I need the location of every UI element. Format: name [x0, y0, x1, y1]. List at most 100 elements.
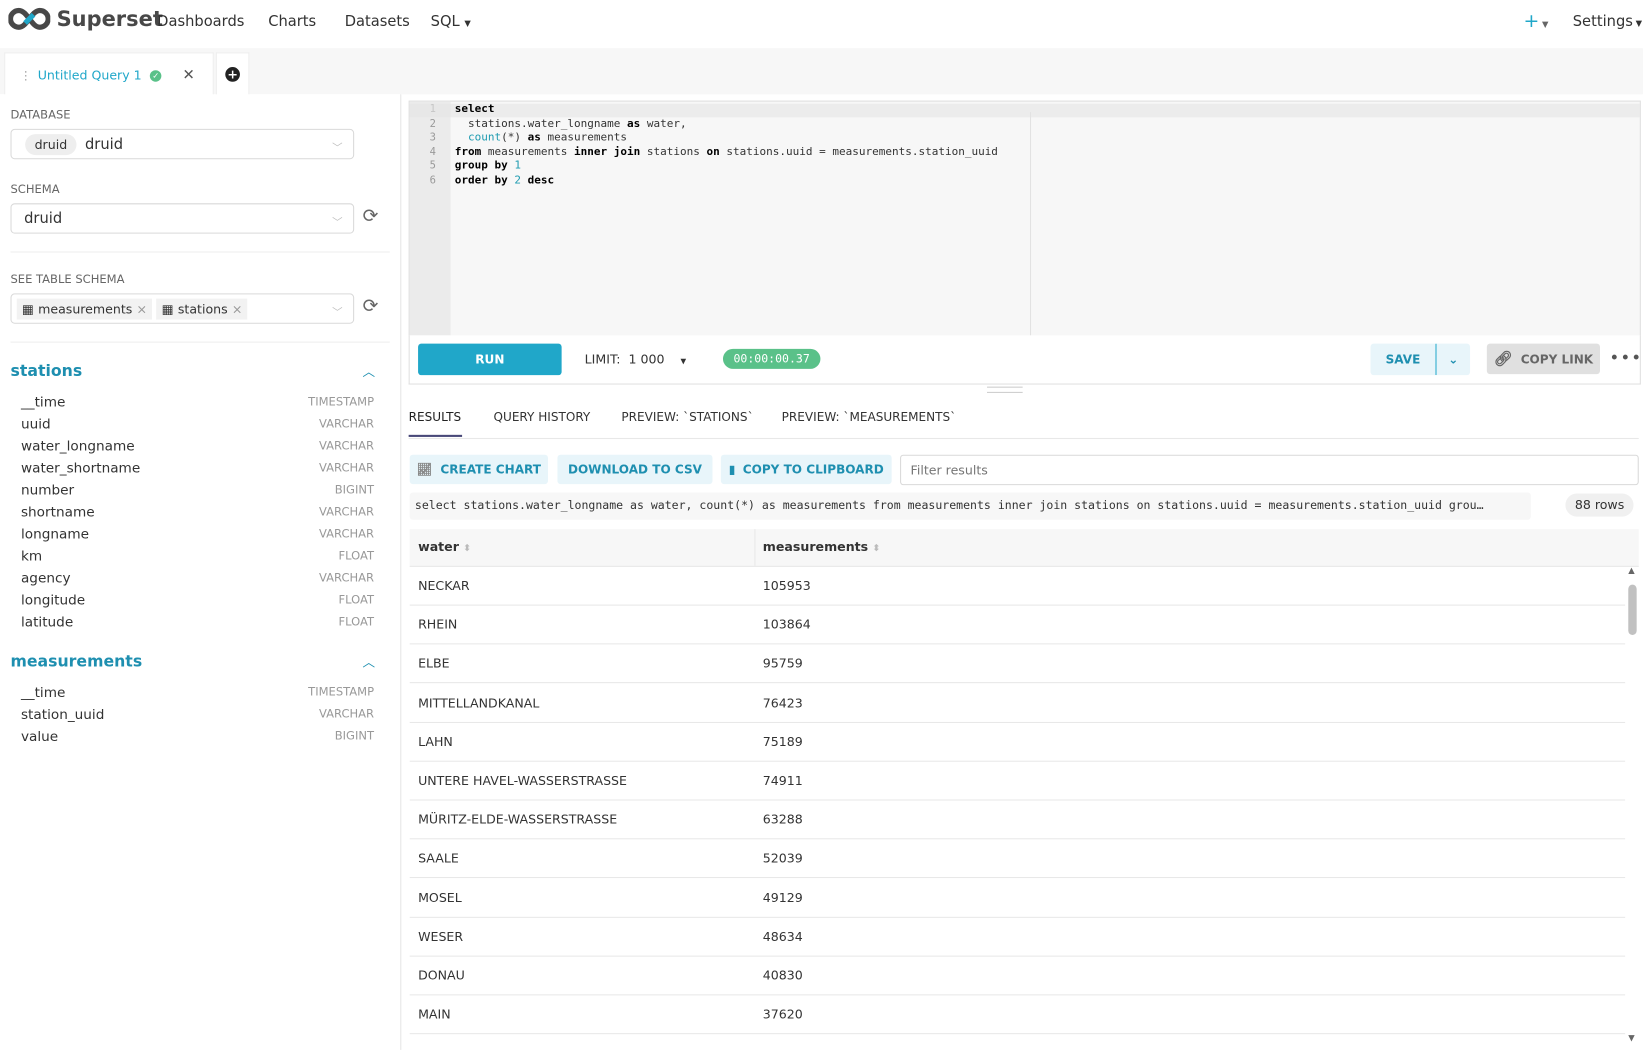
- collapse-icon[interactable]: ︿: [362, 654, 376, 670]
- table-tag-label: measurements: [38, 301, 133, 316]
- schema-value: druid: [24, 210, 63, 227]
- sql-code: select stations.water_longname as water,…: [454, 102, 998, 186]
- scrollbar-thumb[interactable]: [1628, 584, 1637, 635]
- refresh-tables-icon[interactable]: ⟳: [362, 295, 379, 318]
- table-row[interactable]: LAHN 75189: [409, 722, 1626, 762]
- copy-clipboard-button[interactable]: ▮ COPY TO CLIPBOARD: [720, 454, 892, 485]
- column-header-measurements[interactable]: measurements ⬍: [763, 540, 881, 555]
- column-header-water[interactable]: water ⬍: [418, 540, 471, 555]
- column-name: water_shortname: [20, 461, 141, 477]
- column-name: longitude: [20, 593, 86, 609]
- collapse-icon[interactable]: ︿: [362, 364, 376, 380]
- cell-measurements: 105953: [762, 578, 811, 594]
- limit-label: LIMIT:: [584, 352, 621, 367]
- divider: [10, 341, 390, 343]
- create-chart-button[interactable]: 📈︎ CREATE CHART: [409, 454, 548, 485]
- add-tab-button[interactable]: +: [215, 52, 250, 96]
- table-row[interactable]: RHEIN 103864: [409, 605, 1626, 645]
- divider: [10, 251, 390, 253]
- save-options-button[interactable]: ⌄: [1435, 343, 1471, 376]
- database-tag: druid: [25, 133, 77, 155]
- table-row[interactable]: SAALE 52039: [409, 839, 1626, 879]
- close-tab-icon[interactable]: ✕: [182, 67, 195, 84]
- column-type: BIGINT: [334, 729, 375, 743]
- table-schema-stations[interactable]: stations ︿: [10, 360, 377, 380]
- settings-menu[interactable]: Settings ▼: [1573, 14, 1642, 31]
- database-select[interactable]: druid druid ﹀: [10, 128, 355, 160]
- cell-water: LAHN: [418, 734, 453, 749]
- query-tab-bar: [0, 48, 1643, 95]
- results-scrollbar[interactable]: ▲ ▼: [1626, 566, 1641, 1048]
- plus-menu[interactable]: + ▼: [1524, 10, 1549, 32]
- table-icon: ▦: [161, 301, 174, 316]
- chevron-down-icon: ﹀: [332, 216, 343, 229]
- column-type: VARCHAR: [318, 505, 375, 519]
- schema-label: SCHEMA: [10, 182, 60, 196]
- table-name: measurements: [10, 651, 143, 671]
- scroll-up-icon[interactable]: ▲: [1628, 565, 1635, 576]
- cell-measurements: 63288: [762, 812, 803, 827]
- run-button[interactable]: RUN: [418, 343, 562, 376]
- cell-water: UNTERE HAVEL-WASSERSTRASSE: [418, 773, 627, 788]
- clipboard-icon: ▮: [728, 462, 736, 477]
- schema-select[interactable]: druid ﹀: [10, 203, 355, 234]
- table-row[interactable]: MÜRITZ-ELDE-WASSERSTRASSE 63288: [409, 800, 1626, 840]
- cell-water: MÜRITZ-ELDE-WASSERSTRASSE: [418, 812, 618, 827]
- more-options-icon[interactable]: •••: [1609, 347, 1643, 368]
- limit-dropdown[interactable]: LIMIT: 1 000 ▼: [585, 352, 686, 367]
- sql-editor[interactable]: 123456 select stations.water_longname as…: [408, 100, 1641, 338]
- nav-charts[interactable]: Charts: [268, 13, 317, 31]
- column-item: km FLOAT: [21, 549, 374, 565]
- tab-query-history[interactable]: QUERY HISTORY: [493, 409, 591, 425]
- table-row[interactable]: MOSEL 49129: [409, 878, 1626, 918]
- column-type: FLOAT: [338, 549, 375, 563]
- caret-down-icon: ▼: [1632, 18, 1643, 29]
- save-button[interactable]: SAVE: [1370, 343, 1436, 376]
- table-row[interactable]: DONAU 40830: [409, 956, 1626, 996]
- refresh-schema-icon[interactable]: ⟳: [362, 205, 379, 228]
- column-type: FLOAT: [338, 615, 375, 629]
- cell-measurements: 37620: [762, 1007, 803, 1022]
- cell-water: MOSEL: [418, 890, 462, 905]
- table-row[interactable]: UNTERE HAVEL-WASSERSTRASSE 74911: [409, 761, 1626, 801]
- column-item: longitude FLOAT: [21, 593, 374, 609]
- sort-icon[interactable]: ⬍: [872, 543, 881, 555]
- query-tab[interactable]: ⋮ Untitled Query 1 ✓ ✕: [4, 52, 214, 98]
- column-type: VARCHAR: [318, 417, 375, 431]
- table-schema-measurements[interactable]: measurements ︿: [10, 651, 377, 671]
- remove-tag-icon[interactable]: ×: [231, 301, 243, 316]
- tab-preview-measurements[interactable]: PREVIEW: `MEASUREMENTS`: [781, 409, 957, 425]
- table-row[interactable]: NECKAR 105953: [409, 566, 1626, 606]
- cell-measurements: 76423: [762, 695, 803, 710]
- left-panel: DATABASE druid druid ﹀ SCHEMA druid ﹀ ⟳ …: [0, 94, 402, 1050]
- drag-handle-icon[interactable]: ⋮: [19, 68, 32, 83]
- table-row[interactable]: ELBE 95759: [409, 644, 1626, 684]
- table-row[interactable]: MAIN 37620: [409, 995, 1626, 1035]
- remove-tag-icon[interactable]: ×: [136, 301, 148, 316]
- scroll-down-icon[interactable]: ▼: [1628, 1033, 1635, 1043]
- cell-measurements: 52039: [762, 851, 803, 866]
- nav-dashboards[interactable]: Dashboards: [157, 13, 245, 31]
- table-tag-label: stations: [177, 301, 228, 316]
- cell-water: MAIN: [418, 1007, 451, 1022]
- superset-logo-icon: [8, 7, 51, 30]
- logo[interactable]: Superset: [8, 6, 163, 31]
- table-schema-label: SEE TABLE SCHEMA: [10, 272, 125, 287]
- table-row[interactable]: MITTELLANDKANAL 76423: [409, 683, 1626, 723]
- download-csv-button[interactable]: DOWNLOAD TO CSV: [557, 454, 713, 485]
- filter-results-input[interactable]: [900, 454, 1639, 486]
- tab-results[interactable]: RESULTS: [408, 409, 462, 425]
- copy-link-button[interactable]: 🔗︎ COPY LINK: [1486, 343, 1600, 375]
- table-select[interactable]: ▦ measurements × ▦ stations × ﹀: [10, 293, 355, 324]
- sort-icon[interactable]: ⬍: [463, 543, 472, 555]
- resize-handle[interactable]: [987, 386, 1023, 393]
- executed-sql-preview[interactable]: select stations.water_longname as water,…: [409, 492, 1531, 520]
- column-item: number BIGINT: [21, 483, 374, 499]
- table-row[interactable]: WESER 48634: [409, 917, 1626, 957]
- column-type: VARCHAR: [318, 439, 375, 453]
- check-circle-icon: ✓: [150, 69, 162, 82]
- column-name: km: [20, 549, 43, 565]
- nav-datasets[interactable]: Datasets: [344, 13, 410, 31]
- nav-sql[interactable]: SQL ▼: [431, 14, 471, 31]
- tab-preview-stations[interactable]: PREVIEW: `STATIONS`: [621, 409, 754, 425]
